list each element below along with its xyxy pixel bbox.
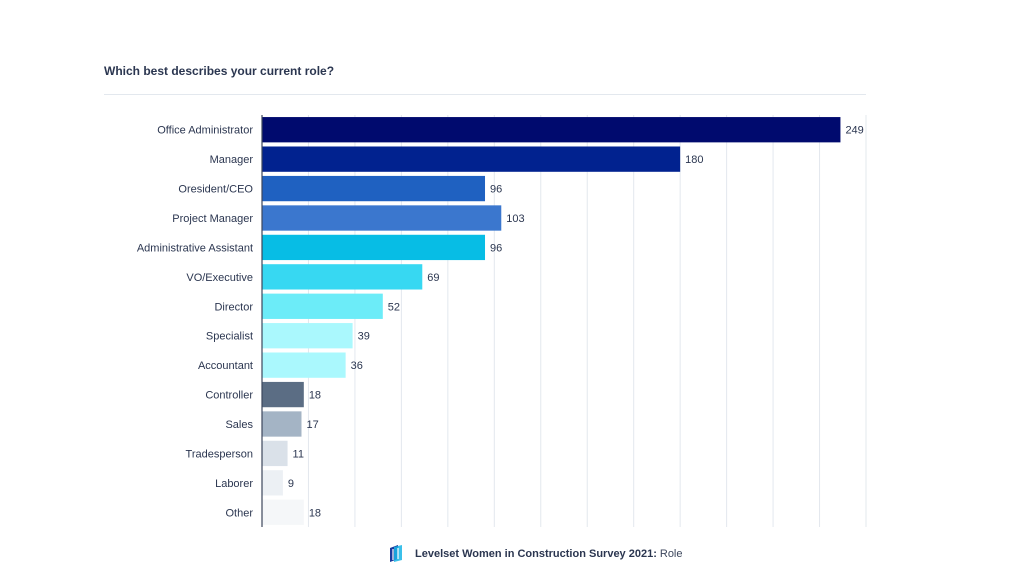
category-label: Office Administrator xyxy=(157,125,253,137)
category-label: Other xyxy=(225,507,253,519)
data-label: 17 xyxy=(306,419,318,431)
data-label: 9 xyxy=(288,478,294,490)
category-label: Sales xyxy=(225,419,253,431)
category-label: Specialist xyxy=(206,331,253,343)
data-label: 39 xyxy=(358,331,370,343)
data-label: 36 xyxy=(351,360,363,372)
bar[interactable] xyxy=(262,499,304,525)
bar[interactable] xyxy=(262,411,302,437)
category-label: Accountant xyxy=(198,360,253,372)
bar[interactable] xyxy=(262,470,283,496)
bar[interactable] xyxy=(262,440,288,467)
bar[interactable] xyxy=(262,381,304,408)
bar[interactable] xyxy=(262,146,681,172)
bar[interactable] xyxy=(262,234,486,261)
data-label: 18 xyxy=(309,507,321,519)
bar[interactable] xyxy=(262,117,841,143)
data-label: 11 xyxy=(293,448,304,460)
data-label: 249 xyxy=(845,125,863,137)
levelset-logo-icon xyxy=(388,544,404,564)
data-label: 52 xyxy=(388,301,400,313)
category-label: Oresident/CEO xyxy=(178,184,253,196)
data-label: 96 xyxy=(490,242,502,254)
data-label: 69 xyxy=(427,272,439,284)
category-label: VO/Executive xyxy=(186,272,253,284)
category-label: Tradesperson xyxy=(186,448,253,460)
data-label: 180 xyxy=(685,154,703,166)
data-labels: 249 180 96 103 96 69 52 39 36 18 17 11 9 18 xyxy=(288,125,864,520)
footer-topic: Role xyxy=(659,548,683,560)
bar[interactable] xyxy=(262,264,423,290)
bars xyxy=(262,117,841,525)
data-label: 96 xyxy=(490,184,502,196)
title-divider xyxy=(104,94,866,95)
category-label: Laborer xyxy=(215,478,253,490)
bar[interactable] xyxy=(262,205,502,231)
category-label: Director xyxy=(214,301,253,313)
chart-footer: Levelset Women in Construction Survey 20… xyxy=(388,543,683,565)
data-label: 18 xyxy=(309,390,321,402)
data-label: 103 xyxy=(506,213,524,225)
category-label: Project Manager xyxy=(172,213,253,225)
bar[interactable] xyxy=(262,293,383,319)
footer-source: Levelset Women in Construction Survey 20… xyxy=(415,548,657,560)
category-label: Controller xyxy=(205,390,253,402)
bar[interactable] xyxy=(262,323,353,349)
bar[interactable] xyxy=(262,352,346,378)
bar[interactable] xyxy=(262,175,486,202)
category-label: Manager xyxy=(210,154,254,166)
category-label: Administrative Assistant xyxy=(137,242,253,254)
category-labels: Office Administrator Manager Oresident/CEO… xyxy=(137,125,254,520)
chart-title: Which best describes your current role? xyxy=(104,64,335,78)
